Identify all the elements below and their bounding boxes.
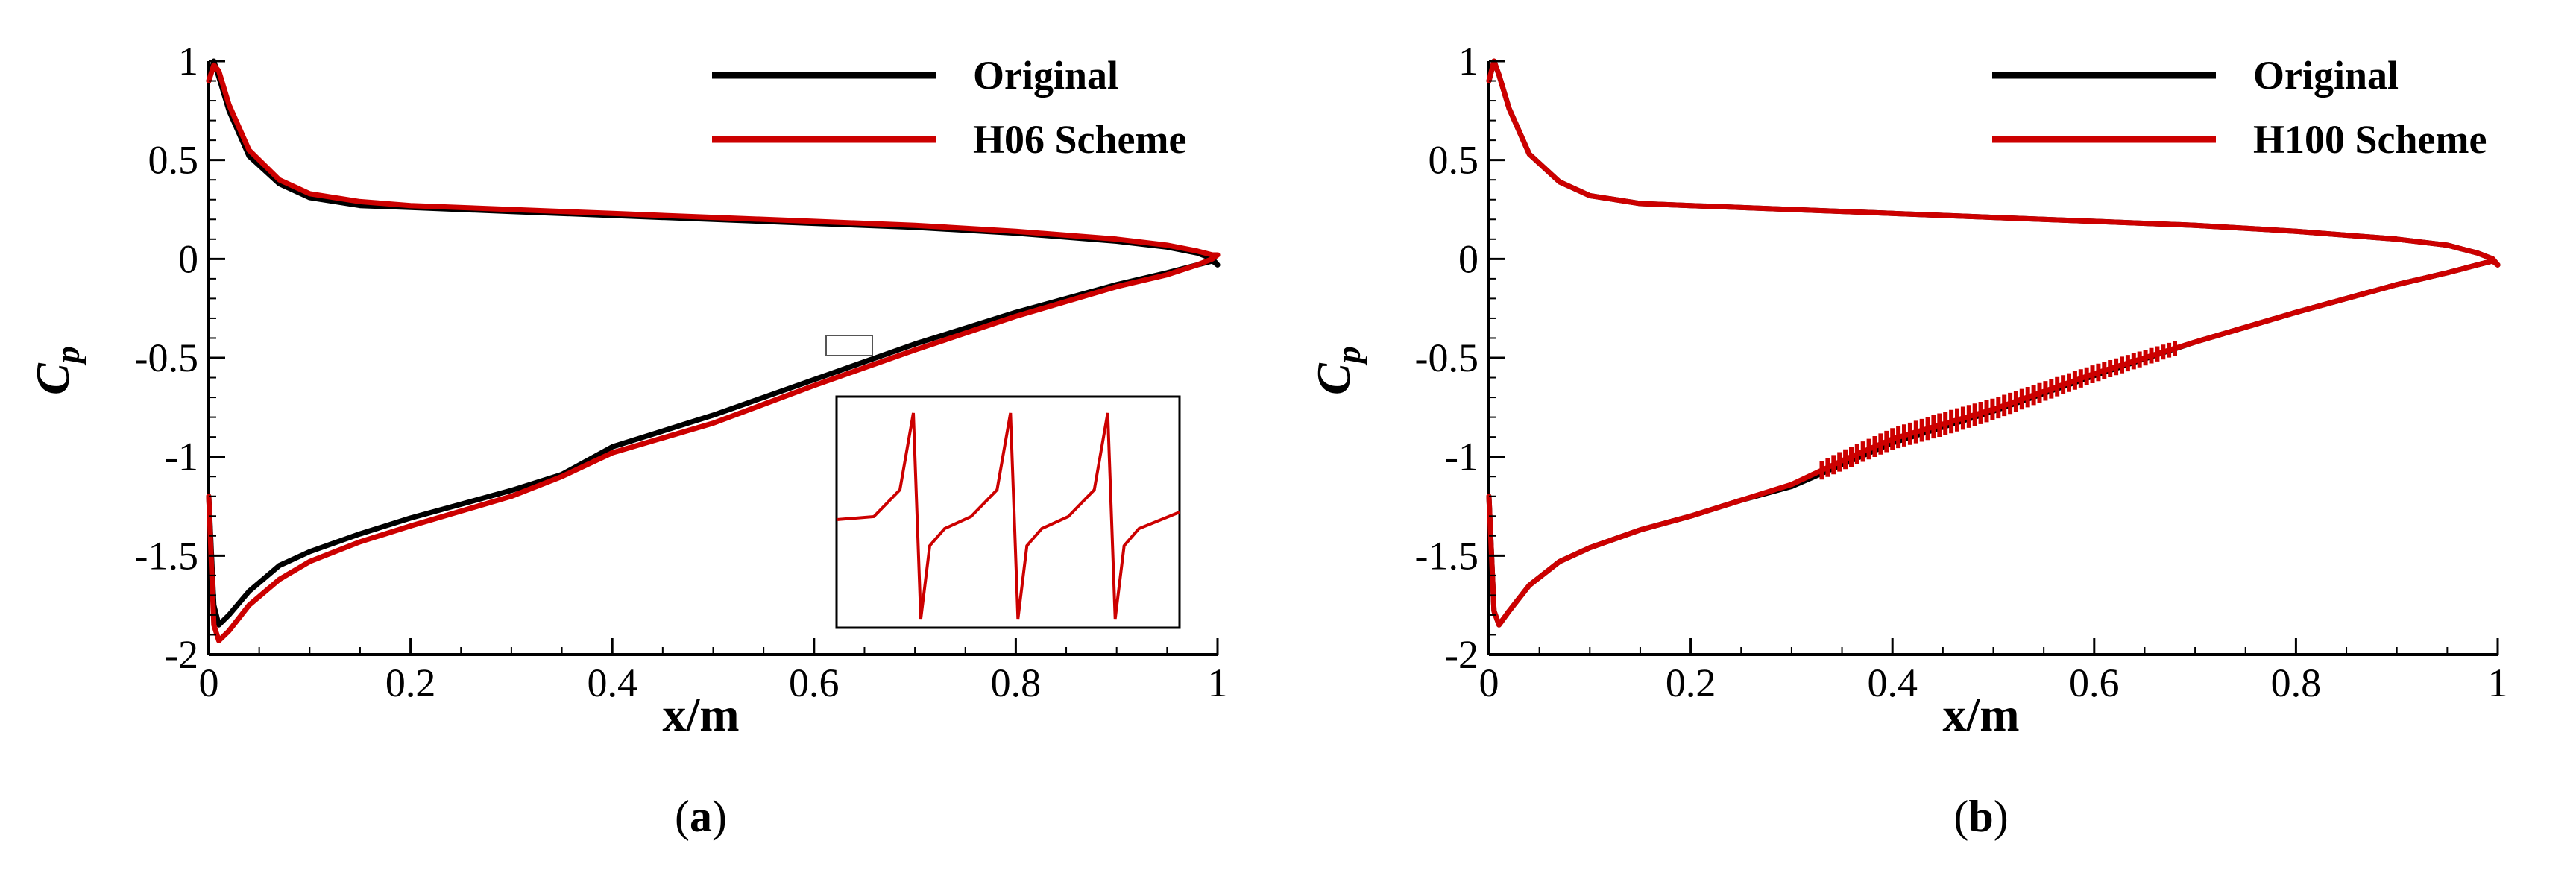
panel-b-ylabel-sub: p — [1329, 346, 1367, 366]
svg-text:Cp: Cp — [26, 346, 86, 395]
x-tick-label: 0.8 — [2271, 661, 2322, 705]
x-tick-label: 0.6 — [789, 661, 840, 705]
panel-b-caption-letter: b — [1968, 792, 1993, 841]
series-line-scheme-lower — [1486, 258, 2501, 628]
y-tick-label: -1 — [165, 435, 198, 479]
x-tick-label: 0.4 — [1867, 661, 1918, 705]
x-tick-label: 0.2 — [385, 661, 436, 705]
panel-a-caption-close: ) — [712, 792, 727, 841]
x-tick-label: 0.4 — [587, 661, 637, 705]
panel-a-legend: Original H06 Scheme — [712, 53, 1186, 162]
panel-b-ylabel-main: C — [1307, 362, 1360, 395]
panel-a-ylabel-main: C — [26, 362, 79, 395]
y-tick-label: 0 — [1458, 236, 1478, 281]
panel-a-zoom-box — [825, 335, 873, 356]
inset-oscillation-line — [836, 412, 1180, 620]
x-tick-label: 0.6 — [2069, 661, 2120, 705]
h100-oscillation-band — [1819, 341, 2177, 480]
series-line-scheme-upper — [1486, 58, 2501, 268]
y-tick-label: 1 — [1458, 39, 1478, 83]
x-tick-label: 0 — [1479, 661, 1499, 705]
panel-a-inset — [835, 395, 1181, 629]
panel-a-ticks: 10.50-0.5-1-1.5-20 0.2 0.4 0.6 0.8 1 — [135, 39, 1228, 705]
y-tick-label: -1.5 — [135, 533, 198, 578]
y-tick-label: 0 — [178, 236, 198, 281]
panel-a-series — [206, 58, 1221, 643]
x-tick-label: 0.8 — [991, 661, 1042, 705]
y-tick-label: 0.5 — [148, 138, 199, 183]
panel-a-ylabel-sub: p — [48, 346, 86, 366]
panel-b-legend: Original H100 Scheme — [1992, 53, 2487, 162]
y-tick-label: -1 — [1445, 435, 1478, 479]
y-tick-label: -2 — [165, 632, 198, 677]
x-tick-label: 1 — [1208, 661, 1228, 705]
legend-a-label-original: Original — [973, 53, 1118, 98]
y-tick-label: 0.5 — [1429, 138, 1479, 183]
y-tick-label: -1.5 — [1415, 533, 1478, 578]
panel-a-xlabel: x/m — [662, 688, 739, 741]
legend-b-label-h100: H100 Scheme — [2253, 117, 2487, 162]
panel-a-ylabel: Cp — [26, 346, 86, 395]
y-tick-label: -0.5 — [1415, 335, 1478, 380]
legend-a-label-h06: H06 Scheme — [973, 117, 1186, 162]
panel-b-xlabel: x/m — [1942, 688, 2019, 741]
y-tick-label: -2 — [1445, 632, 1478, 677]
panel-a-caption: (a) — [675, 792, 727, 841]
panel-a-caption-open: ( — [675, 792, 690, 841]
panel-b-ylabel: Cp — [1307, 346, 1367, 395]
svg-text:Cp: Cp — [1307, 346, 1367, 395]
series-line-scheme-lower — [206, 252, 1221, 643]
panel-a: 10.50-0.5-1-1.5-20 0.2 0.4 0.6 0.8 1 x/m Cp O… — [26, 39, 1228, 841]
y-tick-label: 1 — [178, 39, 198, 83]
legend-b-label-original: Original — [2253, 53, 2399, 98]
x-tick-label: 1 — [2488, 661, 2508, 705]
x-tick-label: 0 — [199, 661, 219, 705]
panel-b-caption: (b) — [1953, 792, 2008, 841]
panel-a-caption-letter: a — [690, 792, 712, 841]
x-tick-label: 0.2 — [1666, 661, 1716, 705]
panel-b-caption-open: ( — [1953, 792, 1968, 841]
y-tick-label: -0.5 — [135, 335, 198, 380]
panel-b: 10.50-0.5-1-1.5-20 0.2 0.4 0.6 0.8 1 x/m Cp O… — [1307, 39, 2508, 841]
panel-b-ticks: 10.50-0.5-1-1.5-20 0.2 0.4 0.6 0.8 1 — [1415, 39, 2508, 705]
panel-b-series — [1486, 58, 2501, 628]
panel-b-caption-close: ) — [1994, 792, 2009, 841]
series-line-scheme-upper — [206, 62, 1221, 258]
